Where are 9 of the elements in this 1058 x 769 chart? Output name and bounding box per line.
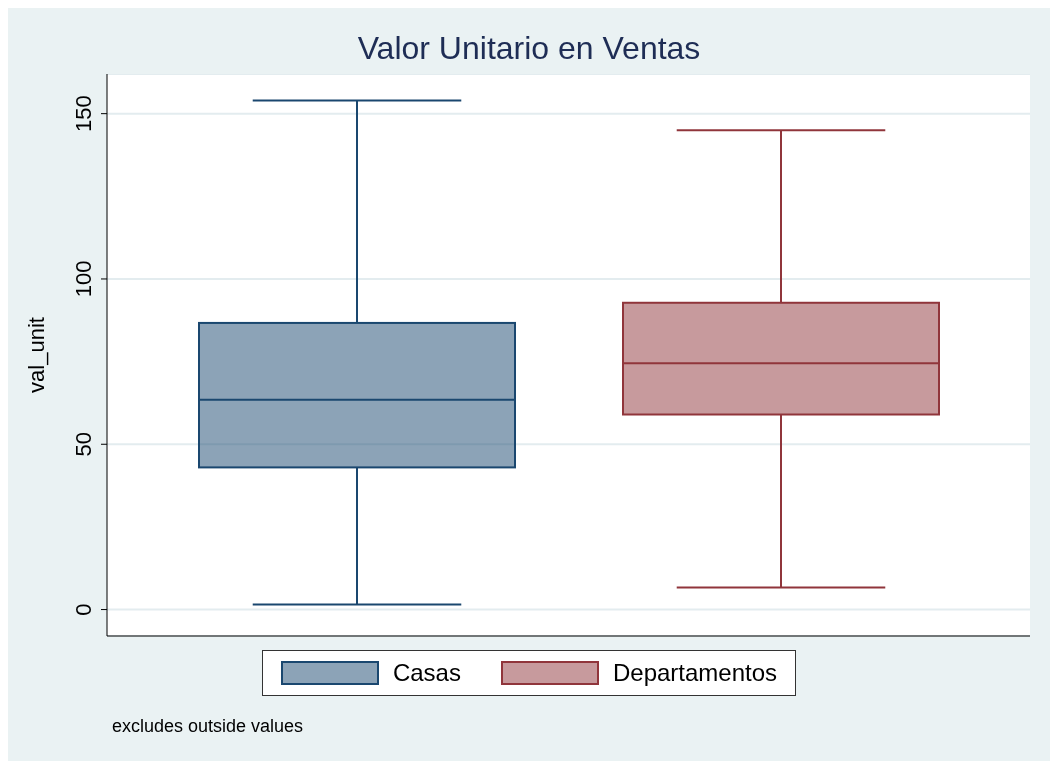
y-tick-label: 100 xyxy=(71,260,96,298)
y-axis-title: val_unit xyxy=(23,317,49,393)
y-tick-label: 50 xyxy=(71,432,96,457)
text: excludes outside values xyxy=(112,716,304,737)
chart-title: Valor Unitario en Ventas xyxy=(356,29,702,68)
legend-label: Casas xyxy=(392,659,461,687)
legend-label: Departamentos xyxy=(612,659,778,687)
y-tick-label: 0 xyxy=(71,603,96,616)
y-tick-label: 150 xyxy=(71,95,96,133)
